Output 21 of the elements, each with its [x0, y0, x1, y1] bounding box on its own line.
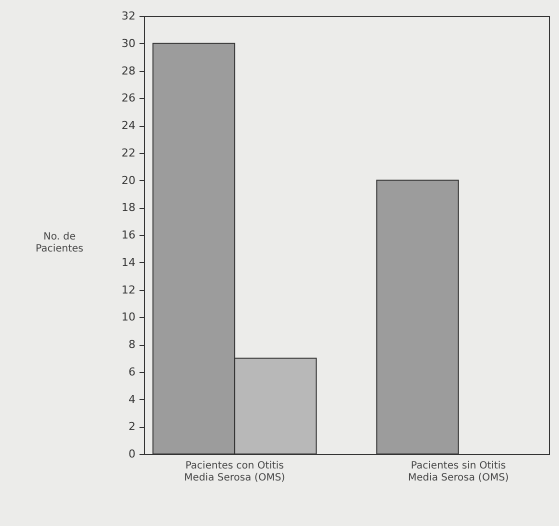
y-tick-label: 18 — [122, 201, 136, 214]
y-tick-label: 22 — [122, 146, 136, 160]
y-tick-label: 16 — [122, 228, 136, 242]
y-tick-label: 4 — [128, 392, 136, 406]
y-tick-label: 20 — [122, 174, 136, 187]
y-tick-label: 26 — [122, 92, 136, 105]
y-tick-label: 12 — [122, 283, 136, 296]
y-tick-label: 10 — [122, 310, 136, 324]
y-tick-label: 30 — [122, 36, 136, 50]
y-tick-label: 2 — [128, 420, 136, 434]
y-tick-label: 28 — [122, 64, 136, 78]
y-tick-label: 32 — [122, 10, 136, 22]
y-tick-label: 0 — [128, 448, 136, 460]
y-tick-label: 24 — [122, 119, 136, 132]
y-axis-title: No. de Pacientes — [36, 232, 84, 254]
y-tick-label: 14 — [122, 256, 136, 269]
y-tick-label: 8 — [128, 338, 136, 351]
y-tick-label: 6 — [128, 365, 136, 378]
x-tick-label: Pacientes con Otitis Media Serosa (OMS) — [184, 460, 286, 484]
bar — [376, 180, 459, 454]
x-tick-label: Pacientes sin Otitis Media Serosa (OMS) — [408, 460, 509, 484]
